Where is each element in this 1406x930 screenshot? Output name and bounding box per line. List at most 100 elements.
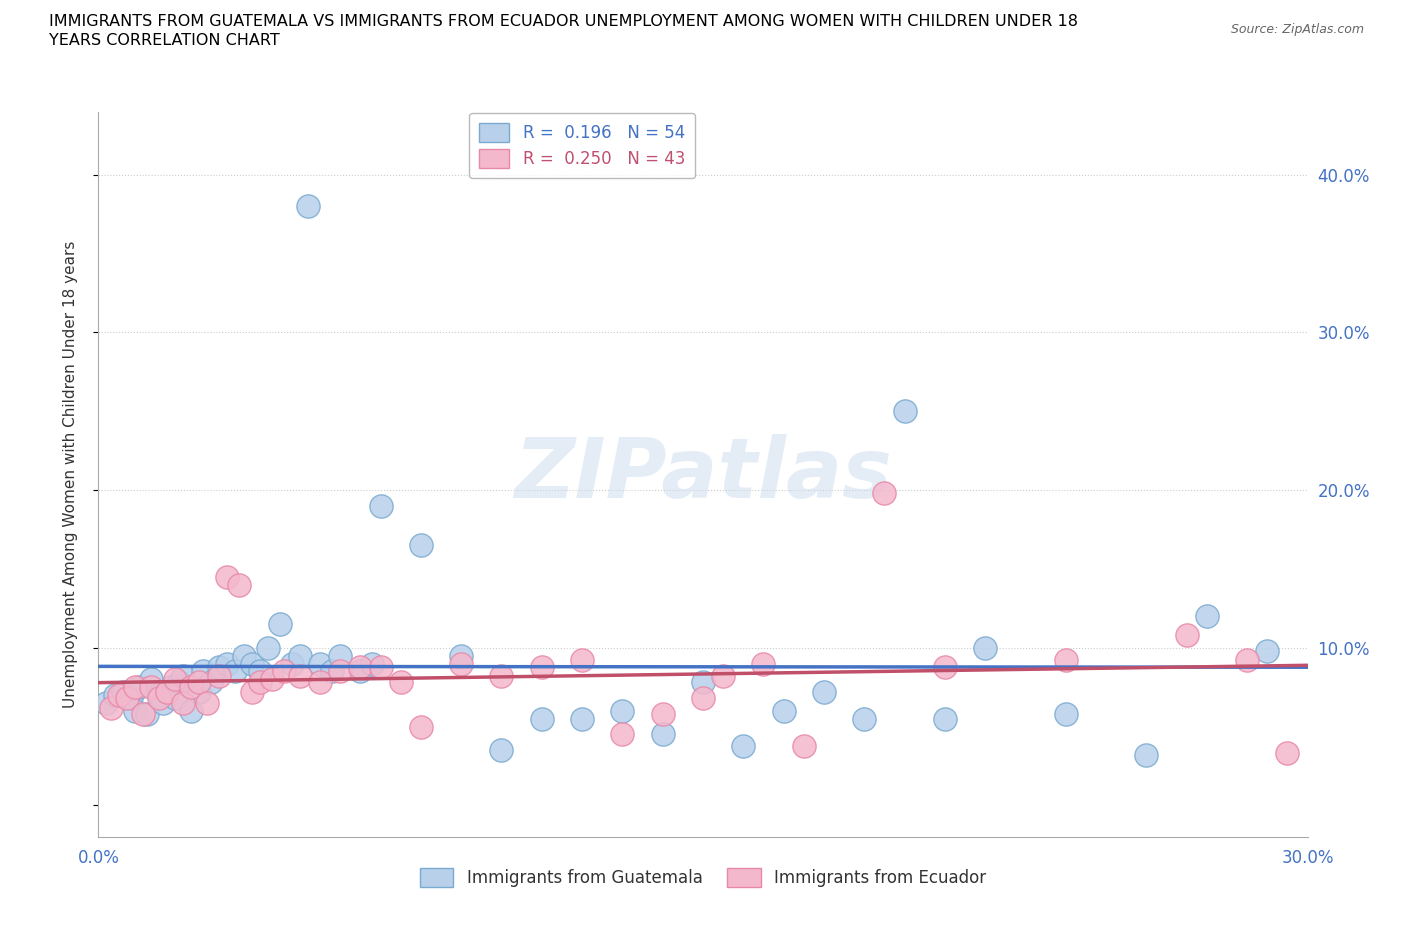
Point [409, 538, 432, 552]
Point [733, 738, 755, 753]
Point [389, 675, 412, 690]
Point [612, 703, 634, 718]
Point [195, 696, 218, 711]
Point [1195, 609, 1218, 624]
Point [128, 680, 150, 695]
Point [188, 684, 211, 699]
Point [752, 656, 775, 671]
Point [200, 675, 222, 690]
Point [450, 656, 472, 671]
Point [329, 664, 352, 679]
Point [711, 669, 734, 684]
Point [156, 684, 179, 699]
Point [193, 664, 215, 679]
Point [309, 656, 332, 671]
Point [692, 675, 714, 690]
Point [107, 687, 129, 702]
Point [692, 691, 714, 706]
Point [273, 664, 295, 679]
Point [188, 675, 211, 690]
Point [450, 648, 472, 663]
Point [111, 684, 134, 699]
Point [370, 659, 392, 674]
Point [853, 711, 876, 726]
Text: IMMIGRANTS FROM GUATEMALA VS IMMIGRANTS FROM ECUADOR UNEMPLOYMENT AMONG WOMEN WI: IMMIGRANTS FROM GUATEMALA VS IMMIGRANTS … [49, 14, 1078, 29]
Point [100, 700, 122, 715]
Point [974, 641, 997, 656]
Point [124, 680, 146, 695]
Point [349, 664, 371, 679]
Point [135, 707, 157, 722]
Point [217, 656, 239, 671]
Point [873, 485, 896, 500]
Point [240, 656, 263, 671]
Point [167, 675, 190, 690]
Point [491, 743, 513, 758]
Legend: Immigrants from Guatemala, Immigrants from Ecuador: Immigrants from Guatemala, Immigrants fr… [413, 861, 993, 894]
Point [260, 671, 283, 686]
Point [172, 669, 194, 684]
Point [370, 498, 392, 513]
Point [232, 648, 254, 663]
Point [1256, 644, 1278, 658]
Point [148, 687, 170, 702]
Point [256, 641, 278, 656]
Point [288, 669, 311, 684]
Point [1054, 653, 1077, 668]
Point [612, 727, 634, 742]
Point [571, 653, 593, 668]
Point [281, 656, 304, 671]
Y-axis label: Unemployment Among Women with Children Under 18 years: Unemployment Among Women with Children U… [63, 241, 77, 708]
Point [309, 675, 332, 690]
Point [793, 738, 815, 753]
Point [409, 719, 432, 734]
Point [934, 711, 956, 726]
Point [180, 703, 202, 718]
Point [148, 691, 170, 706]
Text: ZIPatlas: ZIPatlas [515, 433, 891, 515]
Point [180, 680, 202, 695]
Point [163, 691, 186, 706]
Point [208, 659, 231, 674]
Point [163, 671, 186, 686]
Point [1135, 748, 1157, 763]
Point [1054, 707, 1077, 722]
Point [1277, 746, 1299, 761]
Point [160, 680, 183, 695]
Text: YEARS CORRELATION CHART: YEARS CORRELATION CHART [49, 33, 280, 47]
Point [491, 669, 513, 684]
Point [249, 675, 271, 690]
Point [96, 696, 118, 711]
Point [103, 687, 125, 702]
Point [269, 617, 291, 631]
Point [321, 664, 343, 679]
Point [530, 659, 553, 674]
Point [934, 659, 956, 674]
Point [208, 669, 231, 684]
Point [139, 671, 162, 686]
Point [813, 684, 835, 699]
Point [249, 664, 271, 679]
Point [893, 404, 915, 418]
Point [772, 703, 794, 718]
Point [139, 680, 162, 695]
Point [217, 569, 239, 584]
Point [120, 691, 142, 706]
Point [288, 648, 311, 663]
Point [329, 648, 352, 663]
Point [124, 703, 146, 718]
Point [530, 711, 553, 726]
Point [228, 578, 250, 592]
Text: Source: ZipAtlas.com: Source: ZipAtlas.com [1230, 23, 1364, 36]
Point [297, 199, 319, 214]
Point [349, 659, 371, 674]
Point [172, 696, 194, 711]
Point [1236, 653, 1258, 668]
Point [240, 684, 263, 699]
Point [152, 696, 174, 711]
Point [361, 656, 384, 671]
Point [651, 707, 673, 722]
Point [115, 691, 138, 706]
Point [224, 664, 246, 679]
Point [132, 707, 155, 722]
